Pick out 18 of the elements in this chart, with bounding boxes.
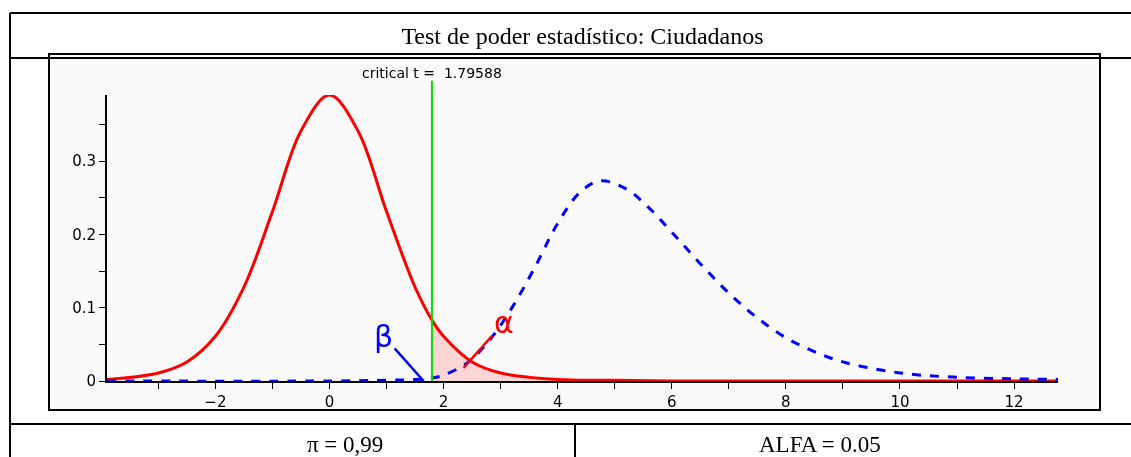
y-tick-label: 0.1: [72, 298, 96, 317]
ref-line-label: critical t = 1.79588: [362, 65, 502, 81]
x-tick-label: 2: [438, 393, 449, 411]
x-tick-label: 4: [552, 393, 563, 411]
text: π = 0,99: [307, 432, 384, 457]
y-tick-label: 0.2: [72, 225, 96, 244]
x-tick-label: −2: [204, 393, 227, 411]
text: ALFA = 0.05: [759, 432, 881, 457]
x-tick-label: 8: [781, 393, 791, 411]
x-tick-label: 0: [324, 393, 335, 411]
x-tick-label: 10: [890, 393, 910, 411]
annotation: β: [374, 319, 394, 354]
chart-title: Test de poder estadístico: Ciudadanos: [401, 23, 764, 50]
y-tick-label: 0.3: [72, 152, 96, 171]
y-tick-label: 0: [86, 372, 96, 391]
x-tick-label: 12: [1004, 393, 1024, 411]
x-tick-label: 6: [667, 393, 677, 411]
annotation: α: [494, 305, 514, 340]
